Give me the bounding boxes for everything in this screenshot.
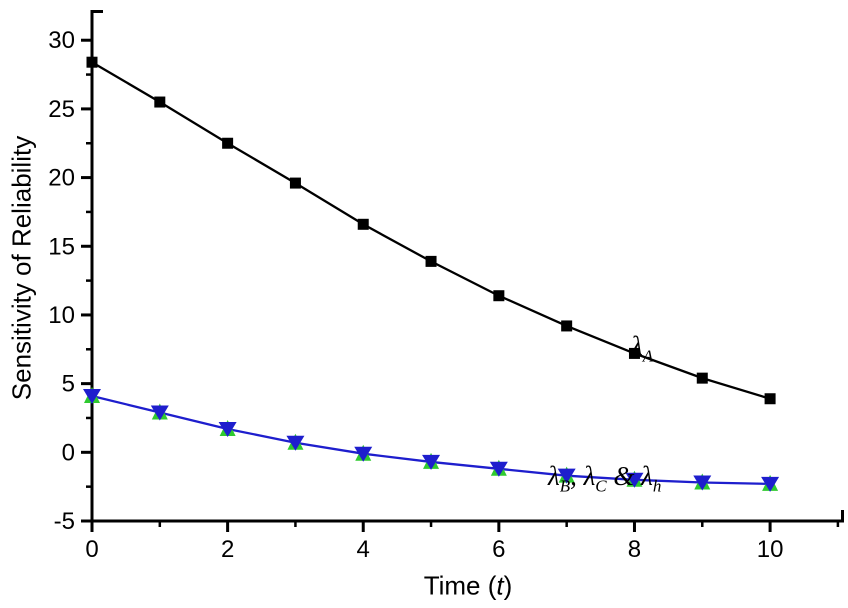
lambda-h-subscript: h (652, 476, 662, 496)
x-axis-label-variable: t (496, 570, 504, 601)
y-axis-label: Sensitivity of Reliability (7, 136, 38, 400)
y-tick-label: 10 (48, 302, 75, 329)
x-axis-label-suffix: ) (503, 570, 513, 601)
series-line (91, 61, 771, 400)
x-tick-label: 2 (221, 536, 234, 563)
square-marker (628, 347, 640, 359)
triangle-down-marker (83, 388, 101, 404)
square-marker (425, 255, 437, 267)
triangle-down-marker (693, 475, 712, 491)
square-marker (289, 177, 301, 189)
lambda-c-symbol: λ (583, 461, 596, 491)
separator-ampersand: & (606, 461, 642, 491)
square-marker (154, 96, 166, 108)
y-tick-label: 20 (48, 165, 75, 192)
x-axis-label: Time (t) (424, 571, 513, 602)
triangle-down-marker (489, 461, 508, 477)
x-tick-label: 0 (85, 536, 98, 563)
lambda-c-subscript: C (595, 476, 607, 496)
y-axis-label-text: Sensitivity of Reliability (6, 135, 37, 401)
triangle-down-marker (761, 476, 780, 492)
x-tick-label: 8 (628, 536, 641, 563)
triangle-down-marker (625, 472, 644, 488)
lambda-b-subscript: B (559, 476, 571, 496)
x-tick-label: 4 (357, 536, 370, 563)
square-marker (493, 290, 505, 302)
y-tick-label: -5 (54, 508, 75, 535)
y-tick-label: 0 (62, 439, 75, 466)
lambda-a-symbol: λ (631, 331, 643, 361)
triangle-down-marker (354, 446, 373, 462)
annotation-lambda-bch: λB, λC & λh (521, 430, 661, 527)
y-tick-label: 5 (62, 371, 75, 398)
square-marker (696, 372, 708, 384)
square-marker (86, 56, 98, 68)
lambda-h-symbol: λ (641, 461, 653, 491)
square-marker (222, 137, 234, 149)
square-marker (764, 393, 776, 405)
triangle-down-marker (150, 405, 169, 421)
y-tick-label: 15 (48, 233, 75, 260)
x-tick-label: 10 (757, 536, 784, 563)
x-axis-label-prefix: Time ( (423, 570, 497, 601)
square-marker (357, 218, 369, 230)
separator-comma: , (570, 461, 584, 491)
triangle-down-marker (218, 421, 237, 437)
lambda-a-subscript: A (642, 346, 654, 366)
triangle-down-marker (422, 454, 441, 470)
x-tick-label: 6 (492, 536, 505, 563)
y-tick-label: 25 (48, 96, 75, 123)
annotation-lambda-a: λA (604, 300, 653, 397)
series-line (91, 394, 771, 486)
triangle-down-marker (557, 468, 576, 484)
lambda-b-symbol: λ (548, 461, 560, 491)
triangle-down-marker (286, 435, 305, 451)
square-marker (561, 320, 573, 332)
y-tick-label: 30 (48, 27, 75, 54)
